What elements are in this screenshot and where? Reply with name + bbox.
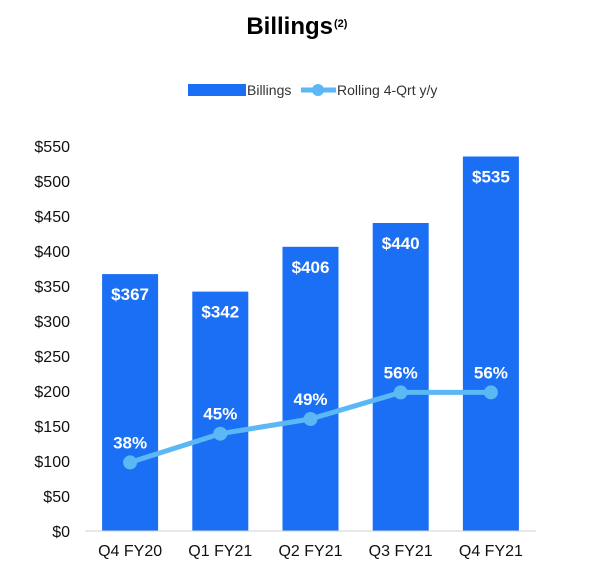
rolling-yoy-label: 56% [474,363,508,382]
chart-title: Billings [246,13,333,40]
y-tick-label: $300 [34,314,70,331]
y-tick-label: $100 [34,454,70,471]
rolling-yoy-label: 56% [384,363,418,382]
legend-swatch-rolling-marker [312,84,324,96]
line-series: 38% 45% 49% 56% 56% [113,363,508,470]
rolling-yoy-point [483,385,498,400]
x-tick-label: Q3 FY21 [369,543,433,560]
rolling-yoy-point [303,412,318,426]
rolling-yoy-point [213,426,228,441]
x-tick-label: Q4 FY21 [459,543,523,560]
legend-swatch-billings [188,84,246,96]
bar-data-label: $406 [292,258,330,277]
bar [372,223,429,531]
bar [192,291,249,531]
legend-label-rolling: Rolling 4-Qrt y/y [337,82,437,98]
y-axis: $0 $50 $100 $150 $200 $250 $300 $350 $400 $450 $50… [34,139,70,541]
y-tick-label: $400 [34,244,70,261]
x-axis: Q4 FY20 Q1 FY21 Q2 FY21 Q3 FY21 Q4 FY21 [98,543,523,560]
rolling-yoy-label: 45% [203,405,237,424]
bar [282,246,339,532]
rolling-yoy-point [393,385,408,400]
rolling-yoy-label: 49% [293,390,327,409]
x-tick-label: Q4 FY20 [98,543,162,560]
y-tick-label: $150 [34,419,70,436]
rolling-yoy-point [123,455,138,470]
y-tick-label: $350 [34,279,70,296]
bar-data-label: $367 [111,285,149,304]
rolling-yoy-label: 38% [113,433,147,452]
bar-data-label: $440 [382,234,420,253]
bar-data-label: $342 [201,303,239,322]
y-tick-label: $450 [34,209,70,226]
bars: $367 $342 $406 $440 $535 [102,156,519,532]
bar [462,156,519,531]
chart-title-superscript: (2) [334,18,348,30]
y-tick-label: $0 [52,524,70,541]
y-tick-label: $500 [34,174,70,191]
legend: Billings Rolling 4-Qrt y/y [188,82,437,98]
x-tick-label: Q1 FY21 [188,543,252,560]
bar [102,274,159,531]
legend-label-billings: Billings [247,82,291,98]
y-tick-label: $50 [43,489,70,506]
y-tick-label: $550 [34,139,70,156]
y-tick-label: $200 [34,384,70,401]
y-tick-label: $250 [34,349,70,366]
x-tick-label: Q2 FY21 [278,543,342,560]
bar-data-label: $535 [472,168,510,187]
